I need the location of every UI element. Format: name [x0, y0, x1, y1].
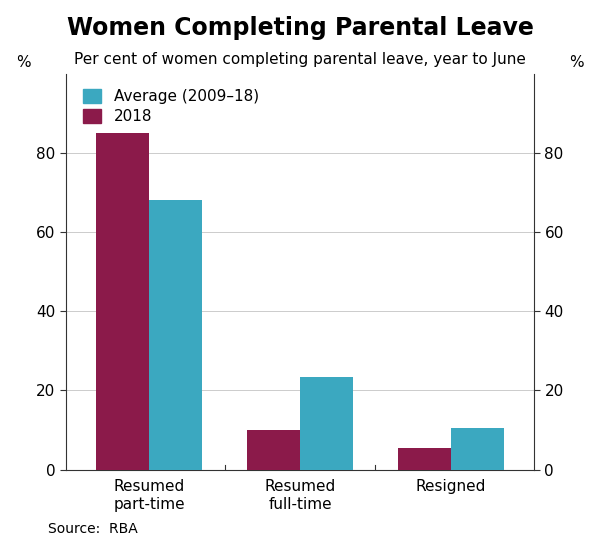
- Text: %: %: [569, 55, 583, 70]
- Text: %: %: [17, 55, 31, 70]
- Text: Women Completing Parental Leave: Women Completing Parental Leave: [67, 16, 533, 40]
- Bar: [300, 377, 353, 470]
- Text: Per cent of women completing parental leave, year to June: Per cent of women completing parental le…: [74, 52, 526, 67]
- Bar: [398, 448, 451, 470]
- Bar: [149, 200, 202, 470]
- Legend: Average (2009–18), 2018: Average (2009–18), 2018: [83, 89, 259, 124]
- Text: Source:  RBA: Source: RBA: [48, 522, 138, 536]
- Bar: [451, 428, 504, 470]
- Bar: [96, 133, 149, 470]
- Bar: [247, 430, 300, 470]
